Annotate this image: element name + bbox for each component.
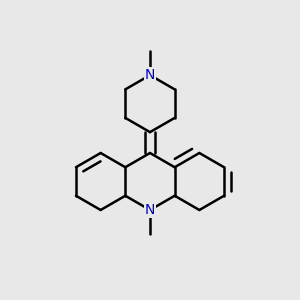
Text: N: N [145,68,155,82]
Text: N: N [145,203,155,217]
